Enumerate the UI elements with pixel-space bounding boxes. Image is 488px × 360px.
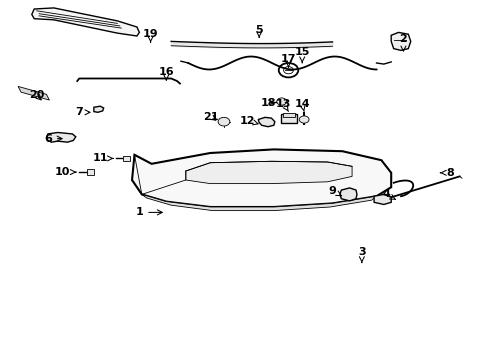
Text: 10: 10 bbox=[55, 167, 76, 177]
Text: 6: 6 bbox=[44, 134, 62, 144]
Text: 17: 17 bbox=[280, 54, 296, 67]
Text: 8: 8 bbox=[440, 168, 453, 178]
Text: 19: 19 bbox=[142, 29, 158, 42]
Bar bbox=[282, 113, 295, 117]
Circle shape bbox=[276, 98, 286, 105]
Bar bbox=[281, 114, 296, 123]
Polygon shape bbox=[339, 188, 356, 201]
Text: 9: 9 bbox=[328, 186, 341, 196]
Text: 3: 3 bbox=[357, 247, 365, 262]
Text: 2: 2 bbox=[399, 34, 407, 51]
Polygon shape bbox=[258, 117, 274, 127]
Text: 16: 16 bbox=[158, 67, 174, 80]
Text: 18: 18 bbox=[260, 98, 275, 108]
Text: 7: 7 bbox=[75, 107, 90, 117]
Text: 4: 4 bbox=[382, 189, 395, 199]
Text: 15: 15 bbox=[294, 47, 309, 63]
Polygon shape bbox=[373, 194, 390, 204]
Polygon shape bbox=[142, 194, 376, 211]
Polygon shape bbox=[94, 106, 103, 112]
Text: 21: 21 bbox=[203, 112, 219, 122]
Polygon shape bbox=[32, 8, 139, 36]
Circle shape bbox=[218, 117, 229, 126]
Polygon shape bbox=[132, 149, 390, 207]
Text: 20: 20 bbox=[29, 90, 44, 100]
Text: 5: 5 bbox=[255, 24, 263, 37]
Polygon shape bbox=[185, 161, 351, 184]
Polygon shape bbox=[18, 86, 49, 100]
Text: 14: 14 bbox=[294, 99, 309, 112]
Polygon shape bbox=[46, 132, 76, 142]
Polygon shape bbox=[390, 32, 410, 50]
Text: 12: 12 bbox=[239, 116, 258, 126]
Bar bbox=[123, 156, 129, 161]
Text: 13: 13 bbox=[275, 99, 291, 112]
Bar bbox=[87, 169, 94, 175]
Circle shape bbox=[299, 116, 308, 123]
Text: 1: 1 bbox=[135, 207, 162, 217]
Text: 11: 11 bbox=[92, 153, 113, 163]
